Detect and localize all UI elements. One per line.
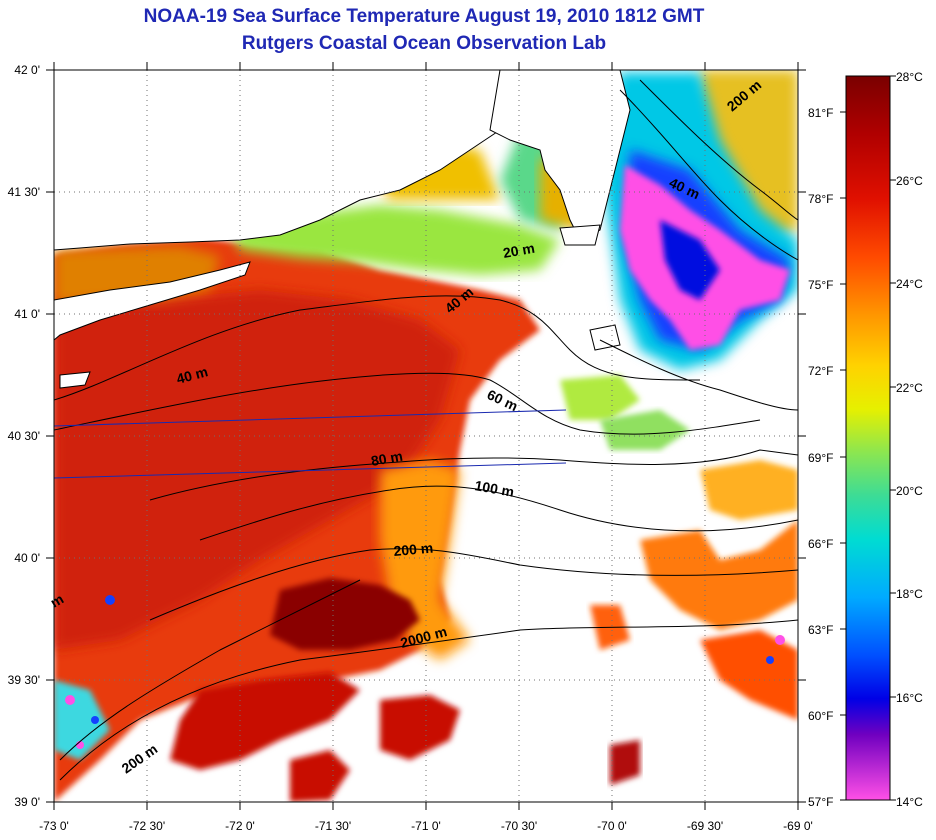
colorbar-fahrenheit-label: 81°F	[808, 106, 833, 120]
contour-label-20m: 20 m	[502, 240, 536, 261]
colorbar-fahrenheit-label: 60°F	[808, 709, 833, 723]
colorbar-fahrenheit-label: 66°F	[808, 537, 833, 551]
colorbar: 28°C 26°C 24°C 22°C 20°C 18°C 16°C 14°C …	[808, 70, 923, 809]
warm-core	[270, 578, 420, 650]
lon-tick-label: -71 0'	[411, 819, 441, 833]
contour-label-200m-mid: 200 m	[393, 540, 434, 559]
colorbar-fahrenheit-label: 63°F	[808, 623, 833, 637]
lat-tick-label: 41 0'	[14, 307, 40, 321]
colorbar-celsius-label: 14°C	[896, 795, 923, 809]
lat-tick-label: 40 30'	[8, 429, 40, 443]
lon-tick-label: -73 0'	[39, 819, 69, 833]
lon-tick-label: -70 30'	[501, 819, 537, 833]
latitude-labels: 42 0' 41 30' 41 0' 40 30' 40 0' 39 30' 3…	[8, 63, 40, 809]
colorbar-scale	[845, 75, 891, 801]
contour-label-40m-west: 40 m	[175, 363, 210, 387]
longitude-labels: -73 0' -72 30' -72 0' -71 30' -71 0' -70…	[39, 819, 813, 833]
colorbar-ticks	[840, 75, 896, 801]
long-island	[54, 261, 251, 341]
lon-tick-label: -72 30'	[129, 819, 165, 833]
colorbar-fahrenheit-label: 72°F	[808, 364, 833, 378]
map-title: NOAA-19 Sea Surface Temperature August 1…	[143, 6, 705, 27]
colorbar-fahrenheit-label: 78°F	[808, 192, 833, 206]
colorbar-celsius-label: 20°C	[896, 484, 923, 498]
colorbar-celsius-label: 28°C	[896, 70, 923, 84]
lon-tick-label: -69 30'	[687, 819, 723, 833]
isobaths	[54, 79, 798, 781]
lat-tick-label: 42 0'	[14, 63, 40, 77]
tick-marks	[46, 62, 806, 810]
colorbar-fahrenheit-label: 57°F	[808, 795, 833, 809]
lon-tick-label: -69 0'	[783, 819, 813, 833]
colorbar-celsius-label: 22°C	[896, 381, 923, 395]
colorbar-celsius-label: 24°C	[896, 277, 923, 291]
colorbar-fahrenheit-label: 69°F	[808, 451, 833, 465]
lon-tick-label: -72 0'	[225, 819, 255, 833]
colorbar-celsius-label: 26°C	[896, 174, 923, 188]
map-subtitle: Rutgers Coastal Ocean Observation Lab	[241, 33, 607, 54]
colorbar-celsius-label: 16°C	[896, 691, 923, 705]
lon-tick-label: -71 30'	[315, 819, 351, 833]
lat-tick-label: 39 30'	[8, 673, 40, 687]
colorbar-fahrenheit-label: 75°F	[808, 278, 833, 292]
ship-tracks	[53, 409, 567, 479]
graticule	[54, 70, 798, 802]
lat-tick-label: 39 0'	[14, 795, 40, 809]
contour-label-100m: 100 m	[473, 477, 515, 500]
lat-tick-label: 41 30'	[8, 185, 40, 199]
lat-tick-label: 40 0'	[14, 551, 40, 565]
lon-tick-label: -70 0'	[597, 819, 627, 833]
land	[54, 70, 631, 389]
colorbar-celsius-label: 18°C	[896, 587, 923, 601]
contour-label-80m: 80 m	[370, 448, 404, 469]
